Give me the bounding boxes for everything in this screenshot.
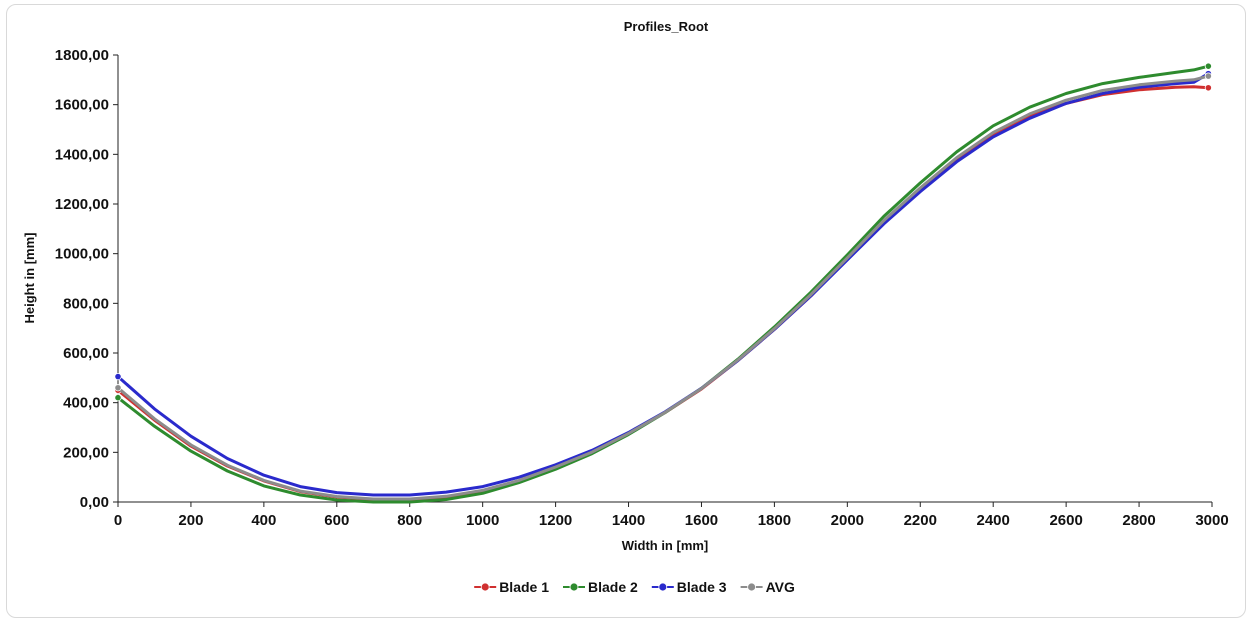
x-tick-label: 1800 xyxy=(758,512,791,529)
x-axis-label: Width in [mm] xyxy=(622,538,709,553)
x-tick-label: 1000 xyxy=(466,512,499,529)
y-tick-label: 0,00 xyxy=(80,494,109,511)
legend: Blade 1 Blade 2 Blade 3 AVG xyxy=(474,579,795,595)
x-tick-label: 2200 xyxy=(904,512,937,529)
x-tick-label: 1200 xyxy=(539,512,572,529)
legend-label: Blade 2 xyxy=(588,579,638,595)
data-point-marker xyxy=(1204,72,1212,80)
x-tick-label: 3000 xyxy=(1195,512,1228,529)
legend-swatch-marker xyxy=(480,582,490,592)
x-tick-label: 2600 xyxy=(1049,512,1082,529)
x-tick-label: 0 xyxy=(114,512,122,529)
x-tick-label: 200 xyxy=(178,512,203,529)
data-point-marker xyxy=(1204,62,1212,70)
y-tick-label: 600,00 xyxy=(63,345,109,362)
series-line-blade-1 xyxy=(116,85,1210,501)
series-line-avg xyxy=(116,74,1210,501)
x-tick-label: 2400 xyxy=(977,512,1010,529)
data-point-marker xyxy=(114,394,122,402)
x-tick-label: 1600 xyxy=(685,512,718,529)
legend-swatch-marker xyxy=(569,582,579,592)
legend-swatch-marker xyxy=(747,582,756,592)
legend-label: Blade 3 xyxy=(677,579,727,595)
data-point-marker xyxy=(1204,84,1212,92)
plot-area: 0 200 400 600 800 1000 1200 1400 1600 1800 2000 220… xyxy=(55,47,1229,529)
legend-label: AVG xyxy=(766,579,795,595)
series-line-blade-3 xyxy=(116,72,1210,497)
legend-label: Blade 1 xyxy=(499,579,549,595)
x-tick-label: 2800 xyxy=(1122,512,1155,529)
y-tick-label: 200,00 xyxy=(63,444,109,461)
chart-frame xyxy=(6,4,1246,618)
y-tick-label: 1600,00 xyxy=(55,97,109,114)
y-tick-label: 400,00 xyxy=(63,395,109,412)
x-tick-label: 600 xyxy=(324,512,349,529)
x-tick-label: 1400 xyxy=(612,512,645,529)
y-axis-label: Height in [mm] xyxy=(22,233,37,324)
y-tick-label: 1800,00 xyxy=(55,47,109,64)
y-tick-label: 1400,00 xyxy=(55,146,109,163)
x-tick-label: 800 xyxy=(397,512,422,529)
y-tick-label: 1200,00 xyxy=(55,196,109,213)
x-tick-label: 2000 xyxy=(831,512,864,529)
y-tick-label: 800,00 xyxy=(63,295,109,312)
series-line-blade-2 xyxy=(116,64,1210,504)
x-tick-label: 400 xyxy=(251,512,276,529)
legend-swatch-marker xyxy=(658,582,668,592)
data-point-marker xyxy=(114,384,122,392)
y-tick-label: 1000,00 xyxy=(55,246,109,263)
data-point-marker xyxy=(114,372,122,381)
chart-title: Profiles_Root xyxy=(624,19,709,34)
